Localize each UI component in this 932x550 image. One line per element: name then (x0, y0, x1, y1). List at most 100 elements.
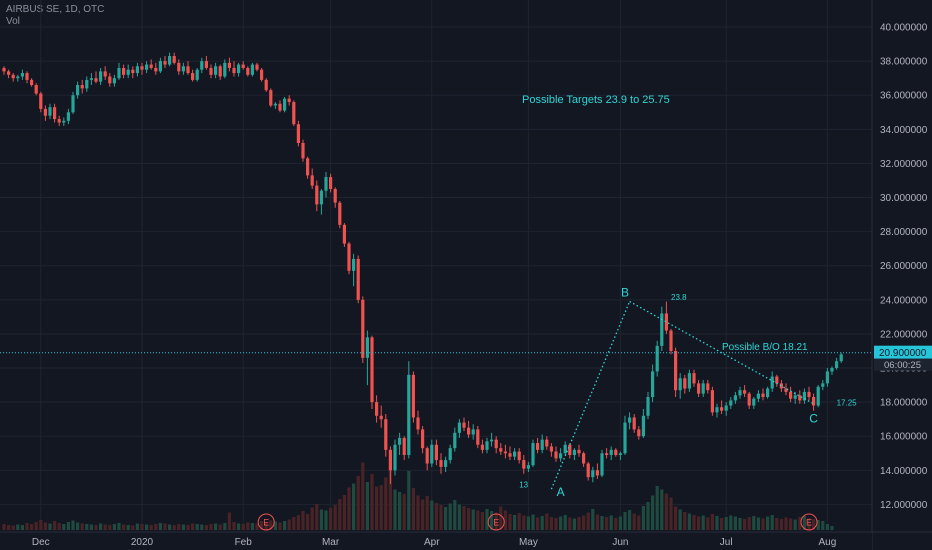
candle-body (568, 444, 572, 455)
volume-bar (209, 524, 213, 530)
candle-body (729, 400, 733, 406)
volume-bar (200, 524, 204, 530)
volume-bar (554, 518, 558, 530)
volume-bar (821, 521, 825, 530)
candle-body (761, 393, 765, 398)
volume-bar (80, 523, 84, 530)
volume-bar (393, 489, 397, 530)
candle-body (628, 417, 632, 423)
volume-bar (76, 522, 80, 530)
volume-bar (379, 485, 383, 530)
price-axis: 12.00000014.00000016.00000018.00000020.0… (871, 0, 932, 550)
candle-body (646, 397, 650, 416)
volume-bar (738, 518, 742, 530)
candle-body (218, 66, 222, 77)
candle-body (536, 443, 540, 450)
price-tick-label: 22.000000 (880, 329, 928, 340)
volume-bar (310, 507, 314, 530)
candle-body (287, 98, 291, 103)
candle-body (434, 444, 438, 461)
candle-body (793, 395, 797, 399)
candle-body (214, 66, 218, 75)
volume-bar (370, 474, 374, 530)
volume-bar (789, 518, 793, 530)
price-tick-label: 24.000000 (880, 295, 928, 306)
volume-bar (674, 506, 678, 530)
candle-body (706, 383, 710, 391)
volume-bar (135, 523, 139, 530)
volume-bar (108, 525, 112, 530)
volume-bar (733, 516, 737, 530)
candle-body (352, 258, 356, 271)
volume-bar (71, 520, 75, 530)
candle-body (448, 448, 452, 461)
candle-body (697, 383, 701, 394)
price-tick-label: 16.000000 (880, 432, 928, 443)
volume-bar (214, 523, 218, 530)
annotations: Possible Targets 23.9 to 25.75 Possible B… (0, 94, 872, 531)
volume-bar (287, 519, 291, 530)
candle-body (25, 73, 29, 80)
volume-bar (430, 500, 434, 530)
candle-body (71, 95, 75, 113)
volume-bar (7, 525, 11, 530)
candle-body (605, 453, 609, 455)
time-tick-label: Jun (612, 537, 628, 548)
candle-body (16, 76, 20, 79)
candle-body (485, 441, 489, 450)
volume-bar (324, 510, 328, 530)
volume-bar (338, 499, 342, 530)
volume-bar (669, 497, 673, 530)
volume-bar (812, 519, 816, 530)
candle-body (76, 85, 80, 96)
volume-bar (646, 502, 650, 530)
candle-body (549, 446, 553, 452)
candle-body (802, 391, 806, 401)
volume-bar (273, 521, 277, 530)
volume-bar (186, 525, 190, 530)
volume-bar (637, 515, 641, 530)
candle-body (664, 313, 668, 331)
value-label: 17.25 (837, 399, 858, 408)
candle-body (738, 390, 742, 396)
candle-body (103, 71, 107, 77)
candle-body (398, 437, 402, 445)
candle-body (807, 391, 811, 398)
candle-body (577, 449, 581, 454)
wave-trendline (550, 301, 631, 490)
volume-bar (595, 514, 599, 530)
candle-body (609, 449, 613, 455)
volume-bar (365, 482, 369, 530)
candle-body (559, 453, 563, 459)
candle-body (135, 66, 139, 74)
candle-body (181, 66, 185, 72)
volume-bar (99, 523, 103, 530)
volume-bar (34, 522, 38, 530)
candle-body (260, 69, 264, 80)
volume-bar (30, 524, 34, 530)
volume-bar (131, 525, 135, 530)
volume-bar (779, 519, 783, 530)
candle-body (416, 417, 420, 430)
candle-body (775, 376, 779, 384)
candle-body (540, 439, 544, 450)
candle-body (743, 390, 747, 394)
candle-body (356, 258, 360, 300)
volume-bar (457, 504, 461, 530)
volume-bar (39, 520, 43, 530)
volume-bar (549, 517, 553, 530)
volume-bar (784, 517, 788, 530)
volume-bar (218, 524, 222, 530)
price-axis-bg (872, 0, 932, 550)
volume-bar (181, 524, 185, 530)
volume-bar (140, 524, 144, 530)
volume-bar (586, 512, 590, 530)
volume-bar (701, 515, 705, 530)
candle-body (830, 368, 834, 372)
volume-bar (191, 523, 195, 530)
volume-bar (793, 519, 797, 530)
wave-label: B (621, 285, 629, 299)
volume-bar (476, 510, 480, 530)
volume-bar (660, 489, 664, 530)
